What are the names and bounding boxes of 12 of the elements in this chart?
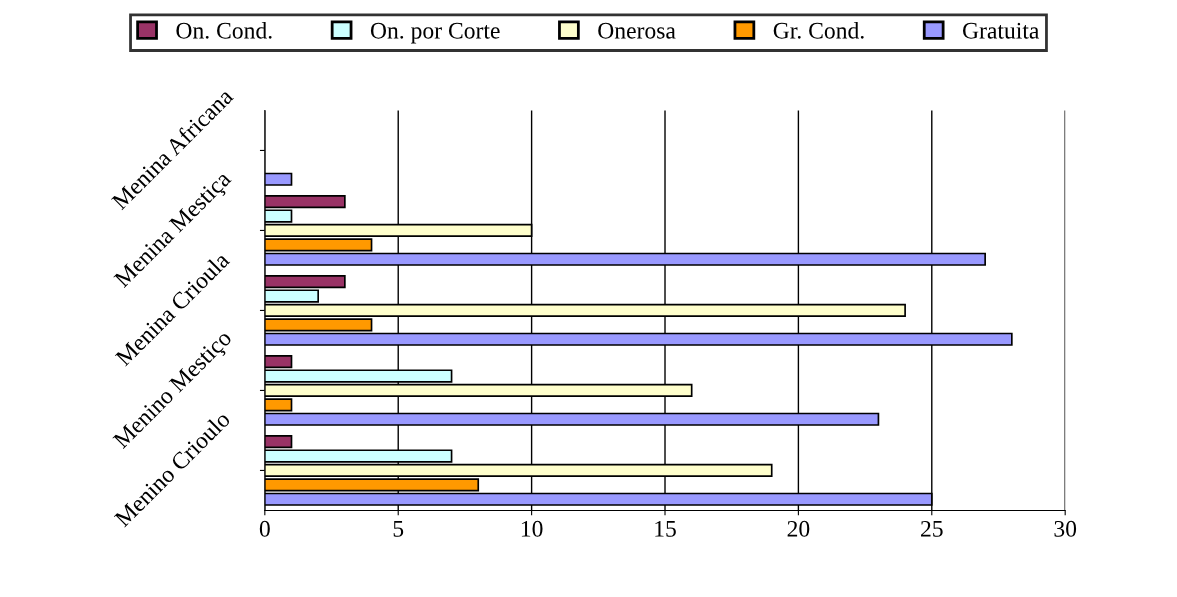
x-tick-label: 10 <box>521 520 543 537</box>
x-tick-label: 0 <box>259 520 270 537</box>
legend-label: Gr. Cond. <box>773 22 864 39</box>
legend-label: Onerosa <box>598 22 676 39</box>
x-tick-label: 25 <box>921 520 943 537</box>
x-tick-label: 20 <box>787 520 810 537</box>
x-tick-label: 5 <box>393 521 404 537</box>
x-tick-label: 15 <box>655 520 676 537</box>
legend-label: Gratuita <box>962 22 1040 39</box>
legend-label: On. Cond. <box>176 22 272 39</box>
x-tick-label: 30 <box>1054 520 1077 537</box>
legend-label: On. por Corte <box>370 22 500 44</box>
